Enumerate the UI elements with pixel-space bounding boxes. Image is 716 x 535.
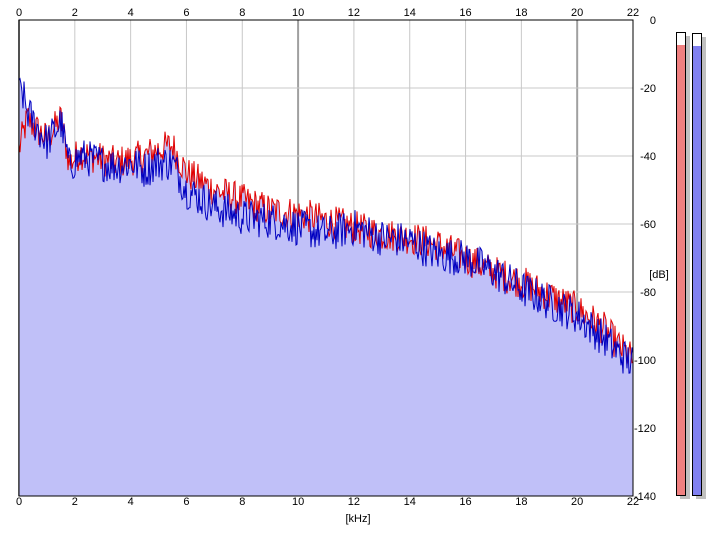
y-tick-label-1: -20	[640, 83, 656, 95]
y-tick-label-6: -120	[634, 423, 656, 435]
x-tick-label-top-3: 6	[183, 7, 189, 19]
y-tick-label-5: -100	[634, 355, 656, 367]
y-tick-label-7: -140	[634, 491, 656, 503]
x-tick-label-bottom-10: 20	[571, 496, 583, 508]
y-tick-labels: 0 -20 -40 -60 -80 -100 -120 -140	[634, 15, 656, 503]
x-tick-label-bottom-5: 10	[292, 496, 304, 508]
series-lines	[18, 77, 634, 374]
series-line-1	[18, 77, 634, 374]
x-tick-label-bottom-11: 22	[627, 496, 639, 508]
y-tick-label-4: -80	[640, 287, 656, 299]
y-tick-label-3: -60	[640, 219, 656, 231]
x-tick-label-bottom-0: 0	[16, 496, 22, 508]
x-tick-label-top-5: 10	[292, 7, 304, 19]
x-tick-label-top-0: 0	[16, 7, 22, 19]
x-tick-label-top-2: 4	[128, 7, 134, 19]
left-channel-level-meter	[676, 32, 686, 496]
x-tick-label-top-4: 8	[239, 7, 245, 19]
x-tick-label-bottom-3: 6	[183, 496, 189, 508]
x-tick-label-top-1: 2	[72, 7, 78, 19]
spectrum-area-fill	[19, 78, 633, 496]
x-tick-label-top-6: 12	[348, 7, 360, 19]
x-tick-labels-top: 0 2 4 6 8 10 12 14 16 18 20 22	[16, 7, 639, 19]
x-tick-label-bottom-1: 2	[72, 496, 78, 508]
x-axis-label: [kHz]	[345, 513, 370, 525]
x-tick-labels-bottom: 0 2 4 6 8 10 12 14 16 18 20 22	[16, 496, 639, 508]
x-tick-label-bottom-2: 4	[128, 496, 134, 508]
x-tick-label-top-10: 20	[571, 7, 583, 19]
plot-border	[18, 19, 634, 497]
x-tick-label-top-11: 22	[627, 7, 639, 19]
x-tick-label-bottom-9: 18	[515, 496, 527, 508]
x-tick-label-top-8: 16	[459, 7, 471, 19]
x-tick-label-bottom-4: 8	[239, 496, 245, 508]
right-channel-level-meter	[692, 33, 702, 496]
series-line-0	[18, 105, 634, 365]
x-tick-label-bottom-6: 12	[348, 496, 360, 508]
y-axis-label: [dB]	[649, 269, 669, 281]
x-tick-label-top-9: 18	[515, 7, 527, 19]
x-tick-label-top-7: 14	[404, 7, 416, 19]
y-tick-label-0: 0	[650, 15, 656, 27]
x-tick-label-bottom-8: 16	[459, 496, 471, 508]
x-tick-label-bottom-7: 14	[404, 496, 416, 508]
y-tick-label-2: -40	[640, 151, 656, 163]
